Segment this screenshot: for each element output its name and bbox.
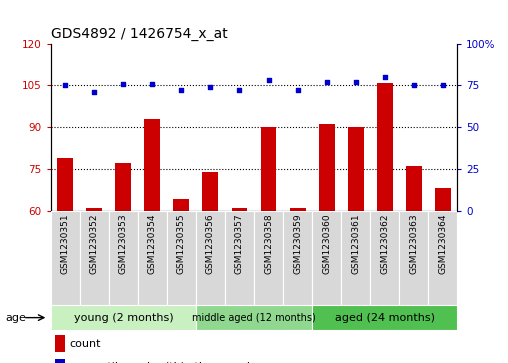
Text: GSM1230357: GSM1230357: [235, 213, 244, 274]
Point: [206, 84, 214, 90]
Bar: [57, 158, 73, 211]
Text: count: count: [69, 339, 101, 348]
Bar: [435, 188, 451, 211]
Text: GSM1230364: GSM1230364: [438, 213, 447, 274]
Point: [90, 89, 99, 95]
Bar: [254, 211, 283, 305]
Point: [61, 82, 70, 88]
Point: [438, 82, 447, 88]
Text: GDS4892 / 1426754_x_at: GDS4892 / 1426754_x_at: [51, 27, 228, 41]
Bar: [86, 208, 102, 211]
Bar: [261, 127, 276, 211]
Point: [409, 82, 418, 88]
Text: GSM1230363: GSM1230363: [409, 213, 418, 274]
Text: GSM1230358: GSM1230358: [264, 213, 273, 274]
Text: GSM1230352: GSM1230352: [90, 213, 99, 274]
Bar: [167, 211, 196, 305]
Point: [380, 74, 389, 80]
Point: [294, 87, 302, 93]
Bar: [290, 208, 305, 211]
Bar: [80, 211, 109, 305]
Bar: [283, 211, 312, 305]
Bar: [203, 172, 218, 211]
Point: [177, 87, 185, 93]
Bar: [312, 305, 457, 330]
Text: GSM1230359: GSM1230359: [293, 213, 302, 274]
Text: GSM1230361: GSM1230361: [351, 213, 360, 274]
Point: [352, 79, 360, 85]
Text: aged (24 months): aged (24 months): [335, 313, 435, 323]
Text: GSM1230360: GSM1230360: [322, 213, 331, 274]
Text: percentile rank within the sample: percentile rank within the sample: [69, 362, 257, 363]
Bar: [51, 211, 80, 305]
Text: GSM1230351: GSM1230351: [61, 213, 70, 274]
Bar: [109, 211, 138, 305]
Bar: [55, 359, 65, 363]
Bar: [51, 305, 196, 330]
Bar: [138, 211, 167, 305]
Bar: [319, 124, 335, 211]
Point: [148, 81, 156, 86]
Text: middle aged (12 months): middle aged (12 months): [192, 313, 316, 323]
Point: [119, 81, 128, 86]
Bar: [341, 211, 370, 305]
Point: [235, 87, 243, 93]
Bar: [196, 305, 312, 330]
Bar: [347, 127, 364, 211]
Point: [265, 77, 273, 83]
Text: GSM1230354: GSM1230354: [148, 213, 157, 274]
Text: young (2 months): young (2 months): [74, 313, 173, 323]
Bar: [55, 335, 65, 351]
Bar: [428, 211, 457, 305]
Bar: [225, 211, 254, 305]
Bar: [406, 166, 422, 211]
Bar: [399, 211, 428, 305]
Text: age: age: [5, 313, 26, 323]
Bar: [370, 211, 399, 305]
Bar: [232, 208, 247, 211]
Text: GSM1230355: GSM1230355: [177, 213, 186, 274]
Point: [323, 79, 331, 85]
Text: GSM1230353: GSM1230353: [119, 213, 128, 274]
Text: GSM1230362: GSM1230362: [380, 213, 389, 274]
Bar: [173, 199, 189, 211]
Bar: [115, 163, 132, 211]
Bar: [144, 119, 161, 211]
Text: GSM1230356: GSM1230356: [206, 213, 215, 274]
Bar: [312, 211, 341, 305]
Bar: [376, 82, 393, 211]
Bar: [196, 211, 225, 305]
